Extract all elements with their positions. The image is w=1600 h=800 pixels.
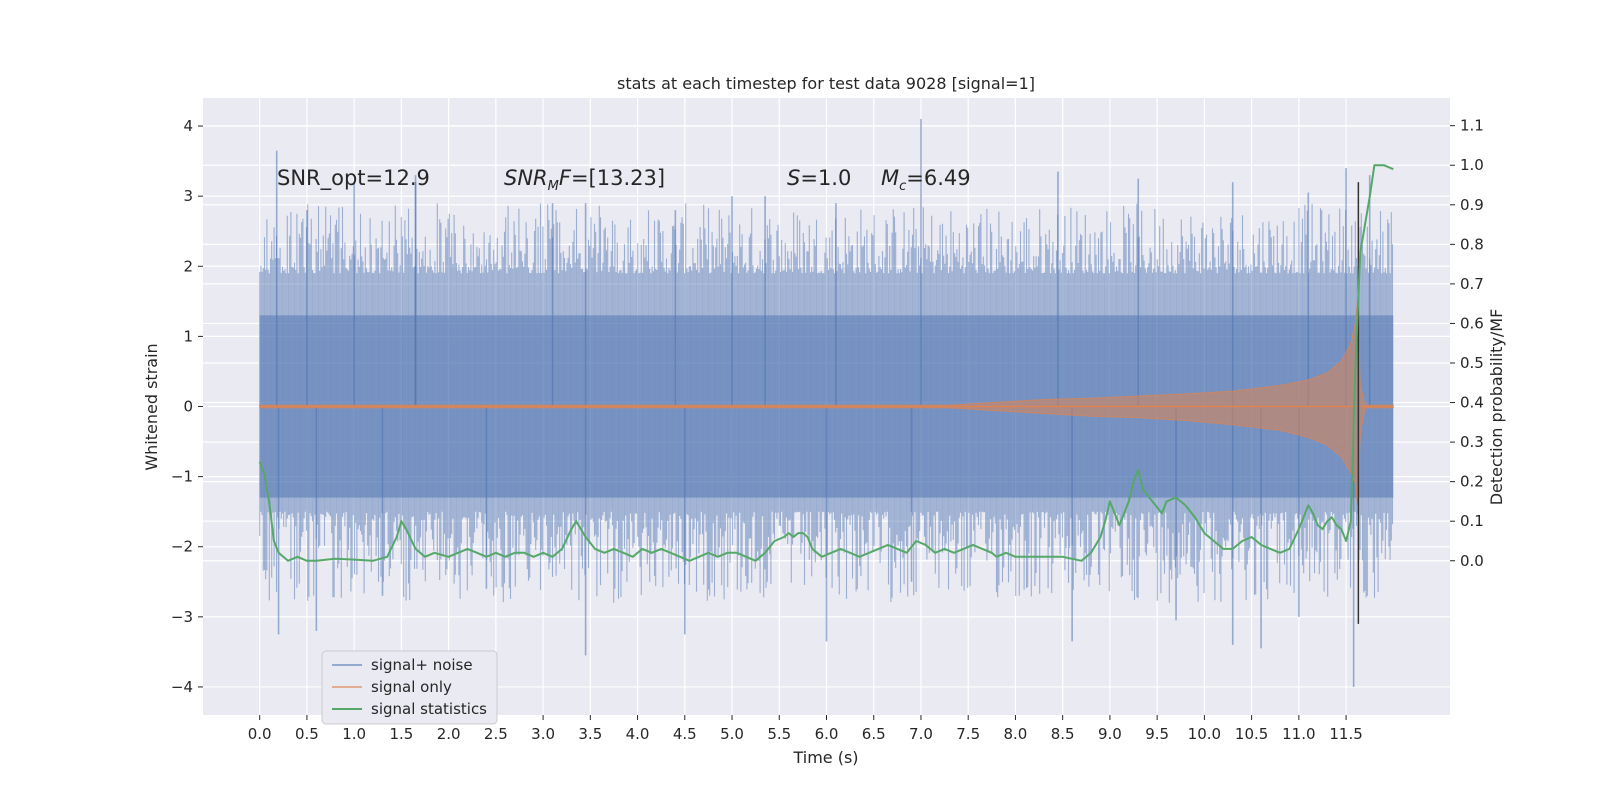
legend-box	[321, 650, 498, 725]
chart-title: stats at each timestep for test data 902…	[617, 74, 1035, 93]
x-axis-title: Time (s)	[792, 748, 858, 767]
annotation-snr-opt: SNR_opt=12.9	[277, 166, 430, 191]
x-tick-label: 5.5	[767, 725, 791, 743]
y-right-tick-label: 0.7	[1460, 275, 1484, 293]
x-tick-label: 1.5	[389, 725, 413, 743]
axes-layer: 0.0 0.5 1.0 1.5 2.0 2.5 3.0 3.5 4.0 4.5 5.0 5.5 6.0 6…	[171, 117, 1484, 743]
y-tick-label: −2	[171, 538, 193, 556]
y-right-tick-label: 0.2	[1460, 473, 1484, 491]
y-right-tick-label: 0.0	[1460, 552, 1484, 570]
y-right-tick-label: 0.9	[1460, 196, 1484, 214]
y-axis-title: Whitened strain	[142, 343, 161, 470]
annotation-snr-mf: SNRMF=[13.23]	[504, 166, 665, 194]
x-tick-label: 9.5	[1145, 725, 1169, 743]
legend-label-signal-statistics: signal statistics	[371, 700, 487, 718]
y-tick-label: −4	[171, 678, 193, 696]
y-right-tick-label: 0.4	[1460, 394, 1484, 412]
legend-label-signal-noise: signal+ noise	[371, 656, 473, 674]
legend-label-signal-only: signal only	[371, 678, 452, 696]
y-right-tick-label: 0.5	[1460, 354, 1484, 372]
x-tick-label: 9.0	[1098, 725, 1122, 743]
noise-spikes	[259, 203, 1394, 603]
y-right-tick-label: 0.6	[1460, 314, 1484, 332]
y-right-tick-label: 1.0	[1460, 156, 1484, 174]
y-tick-label: 3	[183, 187, 193, 205]
signal-only-envelope	[259, 301, 1394, 505]
annotation-s-value: S=1.0	[787, 166, 851, 190]
y-tick-label: 1	[183, 327, 193, 345]
annotation-mc-value: Mc=6.49	[881, 166, 971, 194]
x-tick-label: 10.5	[1235, 725, 1268, 743]
y-tick-label: 0	[183, 398, 193, 416]
x-tick-label: 0.5	[295, 725, 319, 743]
y-right-tick-label: 0.8	[1460, 235, 1484, 253]
x-tick-label: 5.0	[720, 725, 744, 743]
y-right-tick-label: 1.1	[1460, 117, 1484, 135]
x-tick-label: 11.5	[1329, 725, 1362, 743]
legend: signal+ noise signal only signal statist…	[321, 650, 498, 725]
series-layer	[258, 119, 1394, 687]
annotation-layer: SNR_opt=12.9 SNRMF=[13.23] S=1.0 Mc=6.49	[277, 166, 971, 194]
x-tick-label: 3.5	[578, 725, 602, 743]
series-signal-statistics	[258, 164, 1394, 562]
x-tick-label: 8.0	[1004, 725, 1028, 743]
x-tick-label: 7.5	[956, 725, 980, 743]
x-tick-label: 3.0	[531, 725, 555, 743]
x-tick-label: 1.0	[342, 725, 366, 743]
y-tick-label: −1	[171, 468, 193, 486]
x-tick-label: 11.0	[1282, 725, 1315, 743]
x-tick-label: 2.5	[484, 725, 508, 743]
y-right-axis-title: Detection probability/MF	[1487, 309, 1506, 506]
series-signal-only	[259, 301, 1394, 505]
y-tick-label: −3	[171, 608, 193, 626]
x-tick-label: 6.5	[862, 725, 886, 743]
x-tick-label: 4.5	[673, 725, 697, 743]
x-tick-label: 8.5	[1051, 725, 1075, 743]
x-tick-label: 4.0	[626, 725, 650, 743]
y-tick-label: 4	[183, 117, 193, 135]
y-right-tick-label: 0.3	[1460, 433, 1484, 451]
y-right-tick-label: 0.1	[1460, 512, 1484, 530]
x-tick-label: 6.0	[815, 725, 839, 743]
x-tick-label: 7.0	[909, 725, 933, 743]
y-tick-label: 2	[183, 257, 193, 275]
x-tick-label: 10.0	[1188, 725, 1221, 743]
x-tick-label: 0.0	[248, 725, 272, 743]
x-tick-label: 2.0	[437, 725, 461, 743]
